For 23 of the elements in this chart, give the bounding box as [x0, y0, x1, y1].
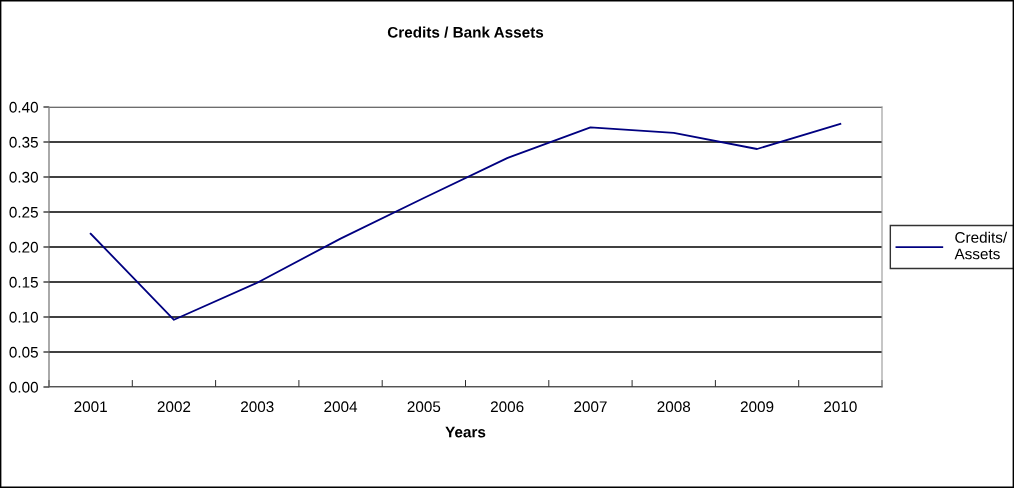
x-tick-label: 2006	[490, 401, 524, 413]
y-tick-label: 0.05	[9, 346, 38, 358]
x-tick-label: 2004	[324, 401, 358, 413]
x-tick-label: 2002	[157, 401, 191, 413]
y-tick-label: 0.10	[9, 311, 38, 323]
y-tick-label: 0.20	[9, 241, 38, 253]
y-tick-label: 0.15	[9, 276, 38, 288]
x-tick-label: 2010	[824, 401, 857, 413]
x-tick-label: 2009	[740, 401, 774, 413]
x-tick-label: 2001	[74, 401, 107, 413]
y-tick-label: 0.00	[9, 381, 38, 393]
y-tick-label: 0.30	[9, 171, 38, 183]
x-tick-label: 2003	[241, 401, 274, 413]
chart-title: Credits / Bank Assets	[387, 26, 544, 38]
x-tick-label: 2007	[574, 401, 607, 413]
x-tick-label: 2008	[657, 401, 691, 413]
y-tick-label: 0.35	[9, 136, 38, 148]
legend-label: Credits/ Assets	[954, 231, 1008, 260]
y-tick-label: 0.40	[9, 101, 38, 113]
x-axis-title: Years	[445, 426, 486, 438]
line-series	[89, 122, 842, 321]
y-tick-label: 0.25	[9, 206, 38, 218]
x-tick-label: 2005	[407, 401, 441, 413]
